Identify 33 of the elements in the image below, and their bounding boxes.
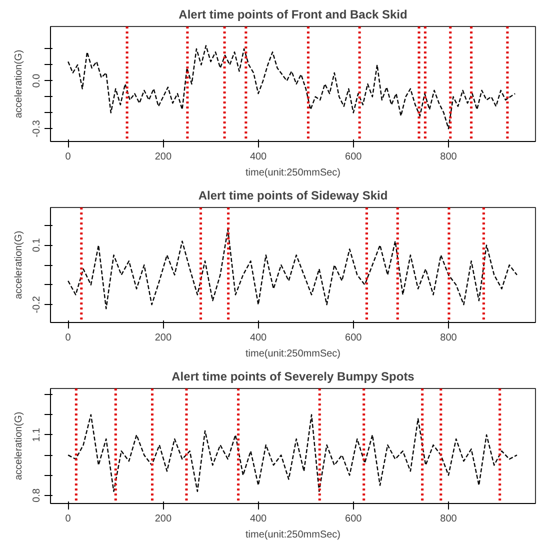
y-tick-label: 0.8: [32, 488, 42, 502]
x-tick-label: 0: [65, 332, 72, 344]
x-tick-label: 400: [250, 514, 268, 524]
x-tick-label: 0: [65, 152, 72, 162]
y-tick-label: -0.2: [32, 296, 42, 314]
x-tick-label: 600: [345, 152, 362, 162]
y-tick-label: 0.1: [32, 238, 42, 252]
chart-title: Alert time points of Severely Bumpy Spots: [172, 370, 415, 384]
x-tick-label: 0: [65, 514, 72, 524]
y-axis-title: acceleration(G): [14, 412, 24, 480]
x-tick-label: 400: [250, 152, 268, 162]
x-axis-title: time(unit:250mmSec): [245, 530, 341, 540]
y-tick-label: -0.3: [32, 120, 42, 138]
x-tick-label: 200: [154, 332, 172, 344]
x-tick-label: 200: [154, 514, 172, 524]
x-tick-label: 200: [154, 152, 172, 162]
x-tick-label: 800: [440, 332, 458, 344]
x-axis-title: time(unit:250mmSec): [245, 168, 341, 178]
y-tick-label: 1.1: [32, 428, 42, 442]
y-axis-title: acceleration(G): [14, 230, 24, 300]
x-tick-label: 600: [345, 514, 362, 524]
line-series: [67, 414, 518, 492]
x-tick-label: 800: [440, 152, 458, 162]
line-series: [67, 228, 518, 310]
x-tick-label: 600: [345, 332, 362, 344]
chart-title: Alert time points of Sideway Skid: [198, 188, 388, 202]
x-tick-label: 800: [440, 514, 458, 524]
y-tick-label: 0.0: [32, 73, 42, 88]
x-tick-label: 400: [250, 332, 268, 344]
y-axis-title: acceleration(G): [14, 50, 24, 118]
x-axis-title: time(unit:250mmSec): [245, 348, 341, 360]
line-series: [67, 45, 516, 130]
chart-title: Alert time points of Front and Back Skid: [178, 8, 408, 22]
